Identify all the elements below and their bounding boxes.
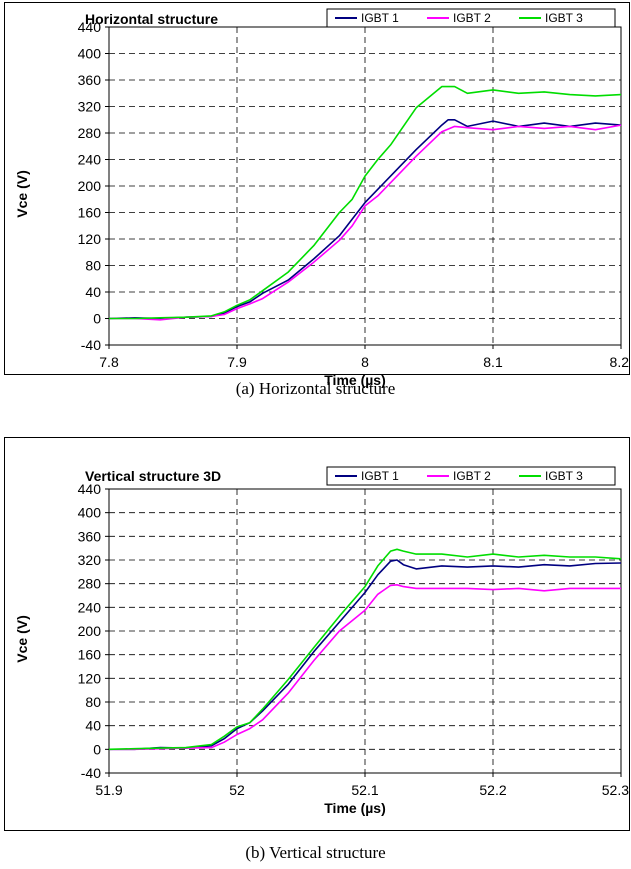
y-tick-label: 440: [78, 481, 102, 497]
y-tick-label: 160: [78, 205, 102, 221]
y-tick-label: 240: [78, 152, 102, 168]
x-tick-label: 52.2: [479, 782, 506, 798]
y-tick-label: 400: [78, 505, 102, 521]
y-tick-label: 0: [93, 741, 101, 757]
y-tick-label: 280: [78, 125, 102, 141]
series-line-igbt-3: [109, 85, 622, 320]
chart-panel-horizontal: -40 0 40 80 120 160 200 240 280 320 360 400 440 7.8 7.…: [4, 2, 630, 388]
y-tick-label: 120: [78, 231, 102, 247]
x-tick-label: 52: [229, 782, 245, 798]
y-tick-label: 400: [78, 46, 102, 62]
x-axis-label: Time (µs): [324, 372, 386, 388]
y-tick-label: 280: [78, 576, 102, 592]
legend-label: IGBT 2: [453, 469, 491, 483]
y-tick-label: -40: [81, 765, 101, 781]
chart-title: Horizontal structure: [85, 11, 218, 27]
y-axis-label: Vce (V): [14, 615, 30, 662]
series-line-igbt-2: [109, 124, 622, 321]
y-axis-label: Vce (V): [14, 170, 30, 217]
legend-box: [326, 466, 616, 486]
y-tick-label: 0: [93, 311, 101, 327]
y-tick-label: 360: [78, 528, 102, 544]
chart-horizontal: -40 0 40 80 120 160 200 240 280 320 360 400 440 7.8 7.…: [14, 8, 630, 388]
y-tick-label: 360: [78, 72, 102, 88]
series-line-igbt-2: [109, 584, 621, 751]
y-tick-label: 80: [85, 694, 101, 710]
y-tick-label: 240: [78, 599, 102, 615]
y-tick-label: 200: [78, 623, 102, 639]
y-tick-label: 440: [78, 19, 102, 35]
series-line-igbt-1: [109, 559, 622, 751]
caption-horizontal: (a) Horizontal structure: [235, 379, 396, 398]
y-tick-label: 200: [78, 178, 102, 194]
legend-box: [326, 8, 616, 28]
legend-label: IGBT 1: [361, 11, 399, 25]
chart-vertical: -40 0 40 80 120 160 200 240 280 320 360 400 440 51.9 5…: [14, 466, 629, 816]
legend-label: IGBT 2: [453, 11, 491, 25]
x-tick-label: 8.2: [610, 354, 630, 370]
y-tick-label: 80: [85, 258, 101, 274]
x-tick-label: 52.3: [602, 782, 629, 798]
y-tick-label: 40: [85, 718, 101, 734]
y-tick-label: 120: [78, 670, 102, 686]
legend-label: IGBT 1: [361, 469, 399, 483]
y-tick-label: 320: [78, 99, 102, 115]
legend-label: IGBT 3: [545, 469, 583, 483]
y-tick-label: 320: [78, 552, 102, 568]
chart-panel-vertical: -40 0 40 80 120 160 200 240 280 320 360 400 440 51.9 5…: [4, 437, 630, 831]
x-axis-label: Time (µs): [324, 800, 386, 816]
legend-label: IGBT 3: [545, 11, 583, 25]
y-tick-label: 160: [78, 647, 102, 663]
x-tick-label: 51.9: [95, 782, 122, 798]
series-line-igbt-3: [108, 548, 622, 751]
y-tick-label: 40: [85, 284, 101, 300]
x-tick-label: 8.1: [483, 354, 503, 370]
caption-vertical: (b) Vertical structure: [245, 843, 386, 862]
x-tick-label: 7.9: [227, 354, 247, 370]
x-tick-label: 8: [361, 354, 369, 370]
chart-title: Vertical structure 3D: [85, 468, 221, 484]
x-tick-label: 7.8: [99, 354, 119, 370]
y-tick-label: -40: [81, 337, 101, 353]
x-tick-label: 52.1: [351, 782, 378, 798]
